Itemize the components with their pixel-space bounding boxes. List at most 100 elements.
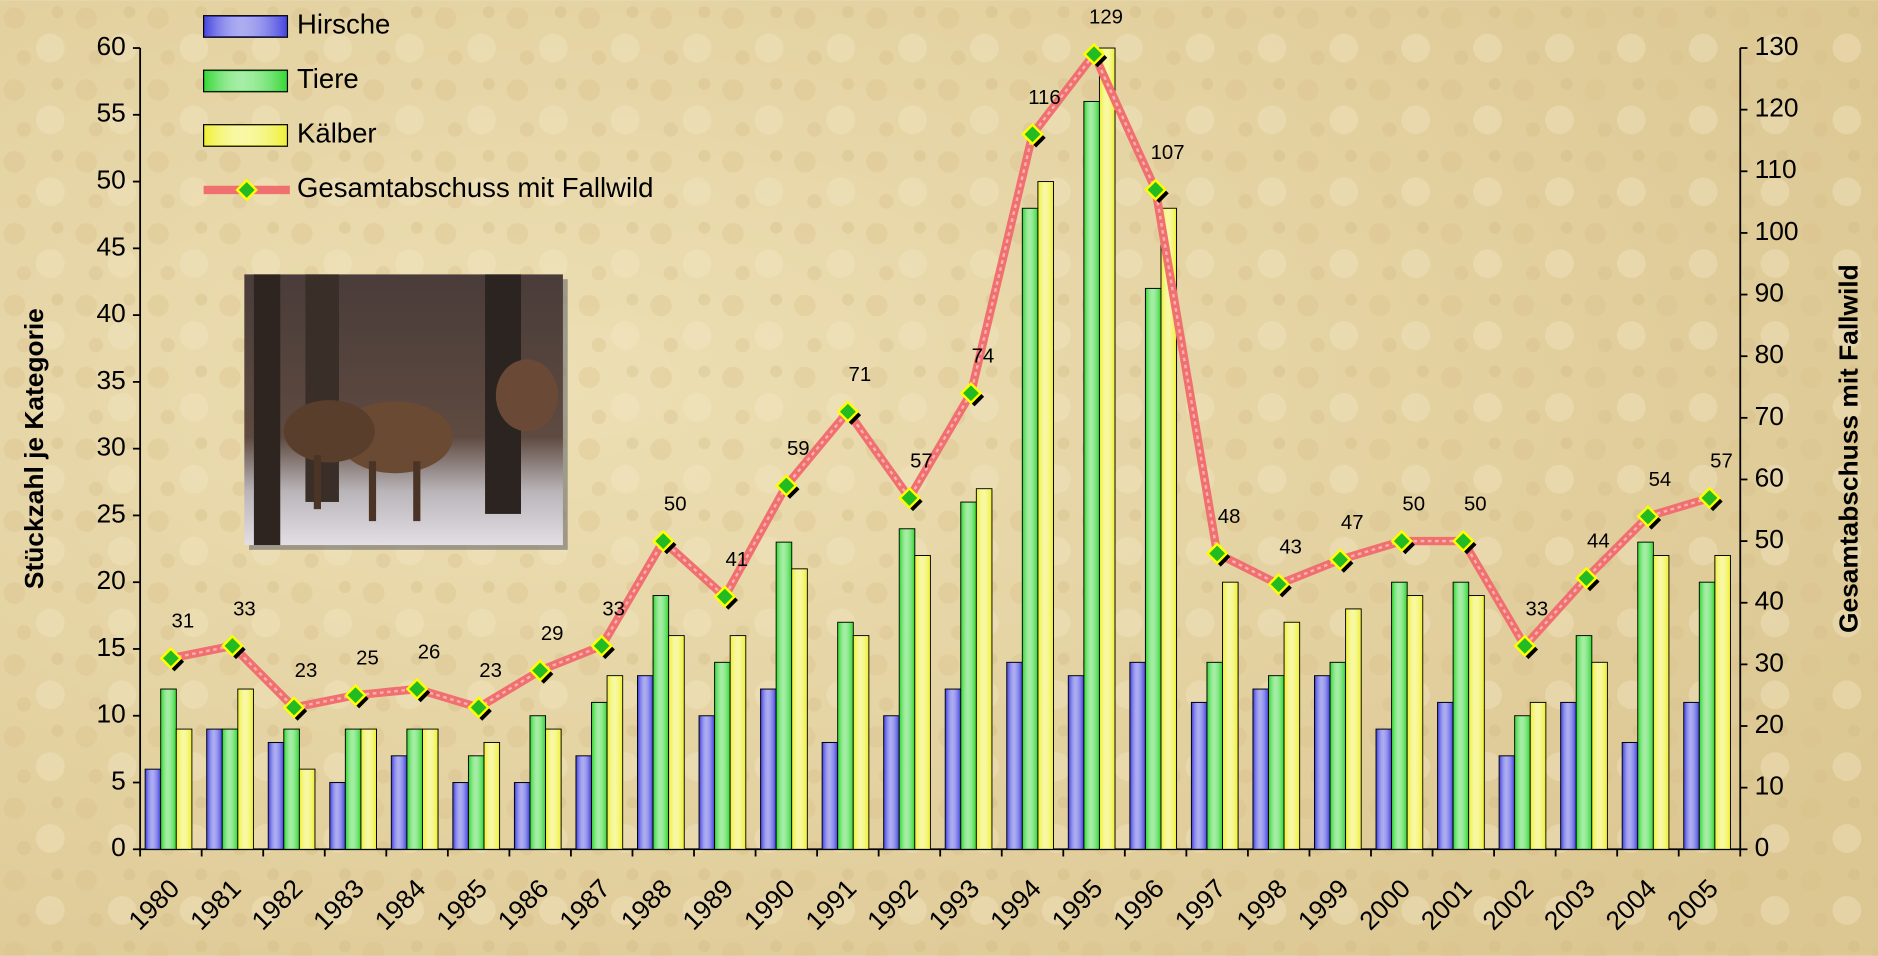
bar-shine bbox=[1392, 583, 1406, 849]
y2-tick-label: 20 bbox=[1755, 709, 1784, 739]
data-label: 129 bbox=[1089, 7, 1123, 29]
data-label: 57 bbox=[910, 450, 933, 472]
legend-swatch-shine bbox=[205, 71, 286, 90]
bar-shine bbox=[977, 489, 991, 848]
bar-shine bbox=[1084, 102, 1098, 849]
bar-shine bbox=[854, 636, 868, 848]
y-tick-label: 5 bbox=[111, 765, 126, 795]
y-tick-label: 15 bbox=[96, 632, 125, 662]
y2-tick-label: 70 bbox=[1755, 401, 1784, 431]
bar-shine bbox=[1638, 543, 1652, 849]
data-label: 31 bbox=[172, 611, 195, 633]
bar-shine bbox=[1254, 690, 1268, 849]
y2-tick-label: 10 bbox=[1755, 771, 1784, 801]
bar-shine bbox=[777, 543, 791, 849]
y2-tick-label: 120 bbox=[1755, 93, 1799, 123]
bar-shine bbox=[177, 730, 191, 849]
data-label: 23 bbox=[479, 660, 502, 682]
bar-shine bbox=[531, 716, 545, 848]
data-label: 107 bbox=[1151, 142, 1185, 164]
bar-shine bbox=[1408, 596, 1422, 849]
bar-shine bbox=[884, 716, 898, 848]
bar-shine bbox=[1039, 182, 1053, 849]
bar-shine bbox=[238, 690, 252, 849]
bar-shine bbox=[961, 503, 975, 849]
bar-shine bbox=[485, 743, 499, 849]
y2-tick-label: 80 bbox=[1755, 339, 1784, 369]
bar-shine bbox=[1223, 583, 1237, 849]
bar-shine bbox=[731, 636, 745, 848]
bar-shine bbox=[654, 596, 668, 849]
data-label: 57 bbox=[1710, 450, 1733, 472]
bar-shine bbox=[1208, 663, 1222, 849]
y2-tick-label: 130 bbox=[1755, 31, 1799, 61]
bar-shine bbox=[1269, 676, 1283, 848]
bar-shine bbox=[330, 783, 344, 849]
bar-shine bbox=[515, 783, 529, 849]
y-tick-label: 45 bbox=[96, 231, 125, 261]
legend-swatch-shine bbox=[205, 126, 286, 145]
data-label: 26 bbox=[418, 641, 441, 663]
y-tick-label: 10 bbox=[96, 699, 125, 729]
data-label: 43 bbox=[1279, 537, 1302, 559]
bar-shine bbox=[592, 703, 606, 849]
data-label: 50 bbox=[1464, 494, 1487, 516]
bar-shine bbox=[1469, 596, 1483, 849]
bar-shine bbox=[392, 756, 406, 848]
data-label: 50 bbox=[664, 494, 687, 516]
y2-tick-label: 60 bbox=[1755, 462, 1784, 492]
bar-shine bbox=[1500, 756, 1514, 848]
bar-shine bbox=[1700, 583, 1714, 849]
legend-label: Hirsche bbox=[297, 9, 390, 40]
y-tick-label: 40 bbox=[96, 298, 125, 328]
bar-shine bbox=[1515, 716, 1529, 848]
legend-label: Kälber bbox=[297, 118, 377, 149]
y2-tick-label: 40 bbox=[1755, 586, 1784, 616]
bar-shine bbox=[1438, 703, 1452, 849]
data-label: 48 bbox=[1218, 506, 1241, 528]
data-label: 74 bbox=[972, 346, 995, 368]
y2-tick-label: 0 bbox=[1755, 832, 1770, 862]
y-tick-label: 55 bbox=[96, 98, 125, 128]
data-label: 25 bbox=[356, 648, 379, 670]
y-tick-label: 60 bbox=[96, 31, 125, 61]
bar-shine bbox=[1531, 703, 1545, 849]
bar-shine bbox=[346, 730, 360, 849]
bar-shine bbox=[669, 636, 683, 848]
data-label: 50 bbox=[1402, 494, 1425, 516]
y2-tick-label: 50 bbox=[1755, 524, 1784, 554]
data-label: 23 bbox=[295, 660, 318, 682]
bar-shine bbox=[1454, 583, 1468, 849]
bar-shine bbox=[269, 743, 283, 849]
bar-shine bbox=[1130, 663, 1144, 849]
legend-swatch-shine bbox=[205, 17, 286, 36]
data-label: 47 bbox=[1341, 512, 1364, 534]
bar-shine bbox=[700, 716, 714, 848]
chart: 0510152025303540455055600102030405060708… bbox=[0, 0, 1878, 956]
data-label: 41 bbox=[725, 549, 748, 571]
bar-shine bbox=[146, 770, 160, 849]
bar-shine bbox=[284, 730, 298, 849]
bar-shine bbox=[900, 529, 914, 848]
bar-shine bbox=[1684, 703, 1698, 849]
bar-shine bbox=[1592, 663, 1606, 849]
bar-shine bbox=[1654, 556, 1668, 849]
data-label: 59 bbox=[787, 438, 810, 460]
bar-shine bbox=[638, 676, 652, 848]
bar-shine bbox=[946, 690, 960, 849]
bar-shine bbox=[1285, 623, 1299, 849]
bar-shine bbox=[1577, 636, 1591, 848]
bar-shine bbox=[161, 690, 175, 849]
bar-shine bbox=[761, 690, 775, 849]
bar-shine bbox=[1192, 703, 1206, 849]
bar-shine bbox=[1561, 703, 1575, 849]
y2-axis-title: Gesamtabschuss mit Fallwild bbox=[1833, 264, 1863, 633]
bar-shine bbox=[915, 556, 929, 849]
bar-shine bbox=[1315, 676, 1329, 848]
y-tick-label: 35 bbox=[96, 365, 125, 395]
bar-shine bbox=[453, 783, 467, 849]
y2-tick-label: 90 bbox=[1755, 278, 1784, 308]
bar-shine bbox=[1346, 610, 1360, 849]
data-label: 33 bbox=[1526, 598, 1549, 620]
bar-shine bbox=[546, 730, 560, 849]
